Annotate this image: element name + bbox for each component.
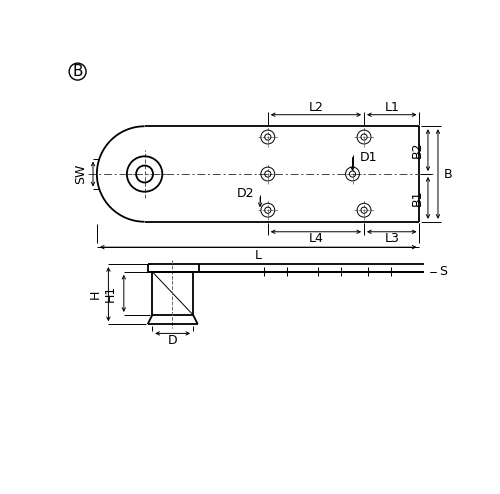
Text: L1: L1 — [384, 101, 399, 114]
Text: D: D — [168, 334, 177, 347]
Text: D1: D1 — [360, 151, 377, 165]
Text: S: S — [440, 265, 448, 278]
Text: B2: B2 — [410, 142, 424, 159]
Text: H: H — [88, 289, 102, 299]
Text: B1: B1 — [410, 190, 424, 206]
Text: L2: L2 — [308, 101, 324, 114]
Text: L4: L4 — [308, 232, 324, 245]
Text: SW: SW — [74, 164, 87, 184]
Text: B: B — [444, 167, 453, 180]
Text: D2: D2 — [236, 187, 254, 200]
Text: L3: L3 — [384, 232, 399, 245]
Text: L: L — [254, 249, 262, 262]
Text: B: B — [72, 64, 83, 79]
Text: H1: H1 — [104, 285, 117, 302]
